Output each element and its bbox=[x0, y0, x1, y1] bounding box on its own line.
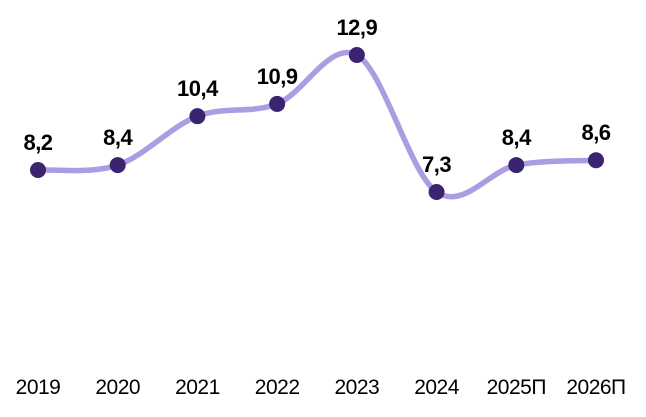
data-point-2025П bbox=[508, 157, 525, 174]
data-point-2021 bbox=[189, 108, 206, 125]
x-tick-label-2019: 2019 bbox=[16, 376, 61, 399]
data-point-2022 bbox=[269, 95, 286, 112]
trend-line bbox=[35, 49, 599, 200]
value-label-2020: 8,4 bbox=[103, 125, 133, 150]
data-point-2023 bbox=[348, 47, 365, 63]
value-label-2019: 8,2 bbox=[23, 130, 52, 155]
x-tick-label-2023: 2023 bbox=[334, 376, 379, 399]
data-point-2019 bbox=[30, 161, 46, 178]
data-point-2026П bbox=[588, 152, 604, 169]
data-point-2020 bbox=[109, 157, 126, 174]
value-label-2024: 7,3 bbox=[422, 152, 451, 177]
value-label-2023: 12,9 bbox=[336, 15, 377, 40]
value-label-2026П: 8,6 bbox=[581, 120, 610, 145]
value-label-2021: 10,4 bbox=[177, 76, 219, 101]
value-label-2022: 10,9 bbox=[257, 64, 298, 89]
x-tick-label-2021: 2021 bbox=[175, 376, 220, 399]
x-tick-label-2024: 2024 bbox=[414, 376, 460, 399]
x-tick-label-2026П: 2026П bbox=[566, 376, 625, 399]
x-tick-label-2022: 2022 bbox=[255, 376, 300, 399]
x-tick-label-2020: 2020 bbox=[95, 376, 140, 399]
data-point-2024 bbox=[428, 184, 445, 200]
x-tick-label-2025П: 2025П bbox=[487, 376, 546, 399]
value-label-2025П: 8,4 bbox=[502, 125, 532, 150]
